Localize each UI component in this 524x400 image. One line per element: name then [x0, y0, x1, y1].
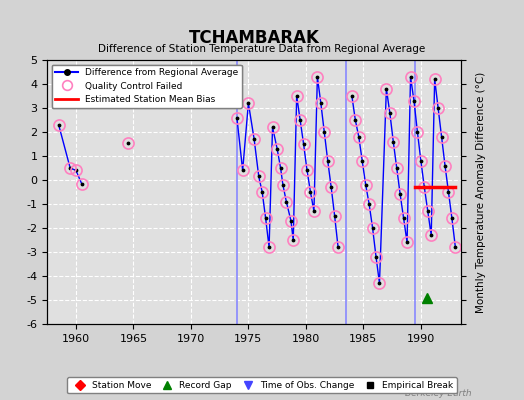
- Text: Difference of Station Temperature Data from Regional Average: Difference of Station Temperature Data f…: [99, 44, 425, 54]
- Text: Berkeley Earth: Berkeley Earth: [405, 389, 472, 398]
- Legend: Difference from Regional Average, Quality Control Failed, Estimated Station Mean: Difference from Regional Average, Qualit…: [52, 64, 242, 108]
- Title: TCHAMBARAK: TCHAMBARAK: [189, 29, 320, 47]
- Legend: Station Move, Record Gap, Time of Obs. Change, Empirical Break: Station Move, Record Gap, Time of Obs. C…: [67, 377, 457, 394]
- Y-axis label: Monthly Temperature Anomaly Difference (°C): Monthly Temperature Anomaly Difference (…: [476, 71, 486, 313]
